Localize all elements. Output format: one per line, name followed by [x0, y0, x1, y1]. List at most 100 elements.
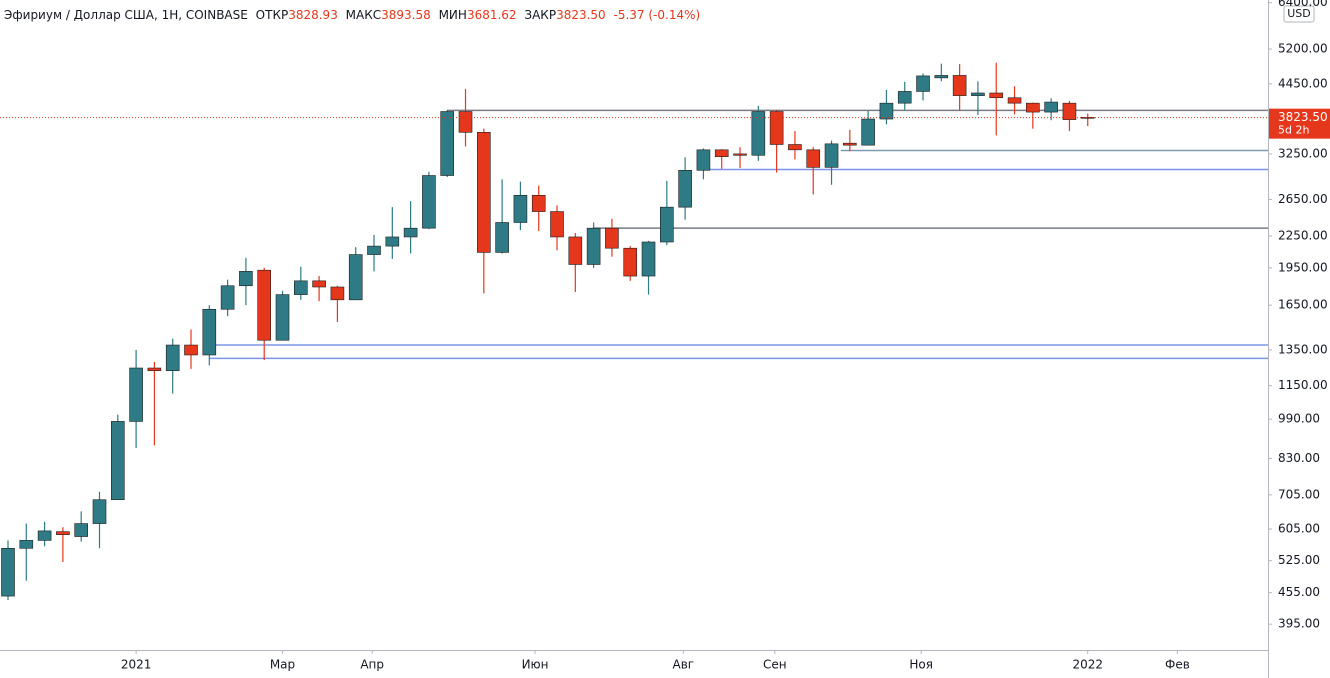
candle-body: [897, 91, 912, 104]
candle-body: [403, 227, 418, 238]
candle-body: [56, 531, 70, 535]
candle-body: [952, 75, 967, 96]
open-value: 3828.93: [288, 8, 338, 22]
currency-box[interactable]: [1283, 5, 1315, 23]
y-tick-label: 990.00: [1278, 412, 1320, 426]
y-tick-label: 1350.00: [1278, 342, 1328, 356]
x-tick-label: Авг: [672, 658, 694, 672]
candle-body: [202, 308, 217, 356]
candle-body: [1026, 102, 1040, 113]
currency[interactable]: USD: [1287, 7, 1311, 20]
candle-body: [495, 222, 509, 253]
candle-body: [934, 75, 949, 79]
candle-body: [422, 175, 436, 229]
candle-body: [971, 92, 985, 96]
candle-body: [916, 75, 930, 92]
candle-body: [312, 280, 326, 288]
candle-body: [824, 143, 839, 168]
candle-body: [330, 286, 345, 301]
candle-body: [129, 367, 143, 422]
high-value: 3893.58: [381, 8, 431, 22]
candle-body: [92, 499, 107, 524]
countdown-label: 5d 2h: [1278, 124, 1309, 137]
candle-body: [1, 547, 15, 597]
y-tick-label: 1650.00: [1278, 298, 1328, 312]
candle-body: [275, 294, 290, 341]
candle-body: [1044, 101, 1058, 113]
x-tick-label: 2021: [121, 658, 152, 672]
candle-body: [769, 111, 784, 145]
candle-body: [1007, 97, 1022, 104]
candle-body: [1062, 102, 1077, 120]
close-label: ЗАКР: [524, 8, 556, 22]
candle-body: [184, 344, 198, 356]
high-label: МАКС: [346, 8, 381, 22]
candle-body: [568, 236, 583, 265]
y-tick-label: 1950.00: [1278, 260, 1328, 274]
candle-body: [641, 241, 656, 277]
y-tick-label: 1150.00: [1278, 378, 1328, 392]
candle-body: [531, 194, 546, 212]
candle-body: [678, 169, 692, 208]
candle-body: [440, 111, 455, 176]
x-tick-label: 2022: [1072, 658, 1103, 672]
y-tick-label: 605.00: [1278, 522, 1320, 536]
x-tick-label: Ноя: [909, 658, 933, 672]
candle-body: [513, 194, 528, 223]
candle-body: [861, 118, 875, 146]
y-tick-label: 3250.00: [1278, 146, 1328, 160]
candle-body: [660, 206, 674, 243]
candle-body: [751, 111, 766, 156]
change: -5.37 (-0.14%): [614, 8, 701, 22]
candle-body: [714, 149, 729, 157]
low-value: 3681.62: [467, 8, 517, 22]
y-tick-label: 830.00: [1278, 451, 1320, 465]
y-tick-label: 705.00: [1278, 487, 1320, 501]
y-tick-label: 5200.00: [1278, 42, 1328, 56]
header: Эфириум / Доллар США, 1H, COINBASE ОТКР3…: [4, 8, 700, 22]
candle-body: [294, 280, 308, 295]
low-label: МИН: [439, 8, 467, 22]
candle-body: [348, 254, 363, 301]
candle-body: [989, 92, 1004, 99]
open-label: ОТКР: [256, 8, 289, 22]
candle-body: [696, 149, 711, 171]
y-tick-label: 4450.00: [1278, 76, 1328, 90]
close-value: 3823.50: [556, 8, 606, 22]
candle-body: [623, 247, 638, 277]
candle-body: [1080, 117, 1095, 119]
y-tick-label: 2650.00: [1278, 192, 1328, 206]
candle-body: [879, 102, 894, 120]
y-tick-label: 6400.00: [1278, 0, 1328, 9]
candle-body: [605, 227, 619, 249]
candle-body: [733, 153, 747, 156]
candle-body: [165, 344, 180, 372]
candle-body: [586, 227, 601, 265]
candle-body: [367, 245, 381, 255]
x-tick-label: Июн: [522, 658, 549, 672]
y-tick-label: 2250.00: [1278, 228, 1328, 242]
candle-body: [550, 211, 564, 238]
candle-body: [111, 421, 125, 501]
candle-body: [37, 530, 52, 541]
candle-body: [806, 149, 821, 168]
candle-body: [147, 367, 162, 372]
y-tick-label: 395.00: [1278, 617, 1320, 631]
candle-body: [458, 111, 473, 133]
plot-area: [0, 62, 1268, 601]
candle-body: [239, 271, 253, 287]
last-price-label: 3823.50: [1278, 110, 1328, 124]
candle-body: [220, 285, 235, 310]
candle-body: [788, 144, 802, 151]
candle-body: [74, 523, 89, 537]
y-tick-label: 455.00: [1278, 585, 1320, 599]
x-tick-label: Фев: [1165, 658, 1190, 672]
candle-body: [19, 540, 34, 549]
symbol: Эфириум / Доллар США, 1H, COINBASE: [4, 8, 248, 22]
x-tick-label: Сен: [763, 658, 787, 672]
candle-body: [477, 132, 491, 253]
last-price-badge: [1269, 108, 1330, 139]
candle-body: [385, 236, 400, 247]
